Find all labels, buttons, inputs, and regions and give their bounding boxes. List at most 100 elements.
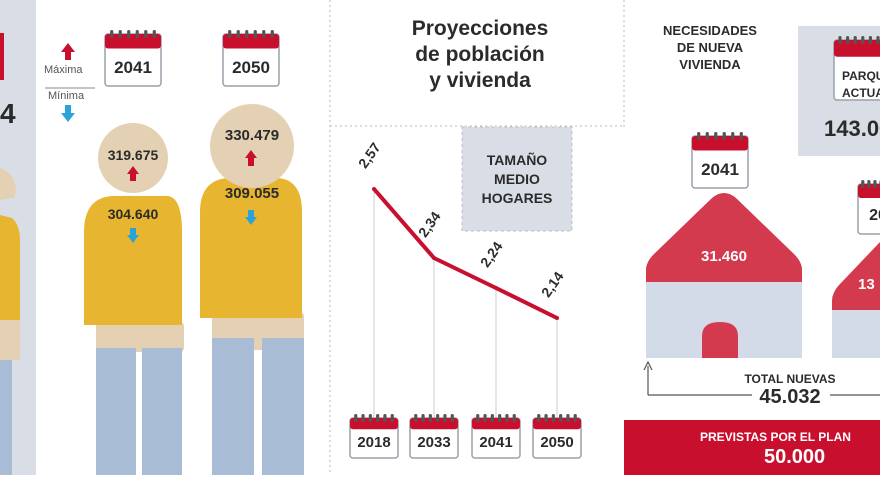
total-label: TOTAL NUEVAS — [744, 372, 836, 386]
calendar-header — [834, 40, 880, 57]
calendar-ring — [383, 414, 387, 422]
left-leg — [96, 348, 136, 475]
calendar-ring — [498, 414, 502, 422]
calendar-ring — [846, 36, 850, 44]
calendar-ring — [421, 414, 425, 422]
calendar-ring — [236, 30, 240, 38]
calendar-ring — [861, 36, 865, 44]
calendar-ring — [118, 30, 122, 38]
calendar-ring — [270, 30, 274, 38]
calendar-ring — [861, 180, 865, 188]
chart-tick-2041 — [471, 414, 521, 459]
calendar-ring — [144, 30, 148, 38]
calendar-ring — [722, 132, 726, 140]
housing-heading-line-1: NECESIDADES — [663, 23, 757, 38]
arrow-down-icon — [245, 210, 257, 225]
calendar-ring — [838, 36, 842, 44]
house-2041-value: 31.460 — [701, 248, 747, 265]
house-2041 — [646, 193, 802, 358]
calendar-ring — [573, 414, 577, 422]
housing-heading-line-2: DE NUEVA — [676, 40, 744, 55]
population-min-2041: 304.640 — [107, 206, 159, 222]
calendar-ring — [354, 414, 358, 422]
calendar-ring — [110, 30, 114, 38]
calendar-ring — [566, 414, 570, 422]
house-2050 — [832, 242, 880, 358]
calendar-2041-housing-label: 2041 — [701, 159, 739, 179]
calendar-header — [223, 34, 279, 49]
head — [210, 104, 294, 188]
title-line-2: de población — [415, 43, 545, 66]
plan-value: 50.000 — [764, 446, 826, 468]
house-roof — [832, 242, 880, 310]
calendar-ring — [512, 414, 516, 422]
housing-heading: NECESIDADES DE NUEVA VIVIENDA — [640, 22, 780, 73]
page-title: Proyecciones de población y vivienda — [370, 16, 590, 94]
legend-min-label: Mínima — [48, 90, 85, 102]
house-roof — [646, 193, 802, 282]
calendar-header — [692, 136, 748, 151]
calendar-ring — [483, 414, 487, 422]
household-label-line-2: MEDIO — [494, 171, 540, 187]
calendar-ring — [376, 414, 380, 422]
calendar-ring — [361, 414, 365, 422]
calendar-ring — [443, 414, 447, 422]
calendar-ring — [873, 180, 877, 188]
chart-tick-2018-label: 2018 — [357, 434, 391, 452]
partial-hand — [0, 320, 20, 360]
population-min-2050: 309.055 — [224, 185, 280, 202]
calendar-ring — [705, 132, 709, 140]
chart-tick-2033-label: 2033 — [417, 434, 451, 452]
arrow-up-icon — [245, 150, 257, 166]
calendar-ring — [368, 414, 372, 422]
parque-value: 143.00 — [824, 116, 880, 141]
chart-tick-2041-label: 2041 — [479, 434, 513, 452]
calendar-ring — [436, 414, 440, 422]
calendar-ring — [414, 414, 418, 422]
calendar-ring — [544, 414, 548, 422]
chart-tick-2050-label: 2050 — [540, 434, 574, 452]
title-line-1: Proyecciones — [411, 17, 549, 40]
population-max-2050: 330.479 — [224, 127, 280, 144]
chart-tick-2033 — [409, 414, 459, 459]
calendar-header — [105, 34, 161, 49]
house-2050-value: 13 — [858, 276, 875, 293]
housing-heading-line-3: VIVIENDA — [679, 57, 741, 72]
calendar-2041-population-label: 2041 — [114, 57, 152, 77]
calendar-ring — [559, 414, 563, 422]
chart-series-line — [372, 187, 558, 320]
calendar-2050-population-label: 2050 — [232, 57, 270, 77]
parque-label-line-1: PARQU — [842, 69, 880, 83]
partial-leg — [0, 360, 12, 475]
calendar-ring — [228, 30, 232, 38]
household-label-line-1: TAMAÑO — [486, 152, 548, 168]
person-figure-2041 — [84, 123, 184, 475]
household-label-line-3: HOGARES — [481, 190, 553, 206]
calendar-ring — [262, 30, 266, 38]
calendar-ring — [739, 132, 743, 140]
chart-point — [555, 316, 559, 320]
calendar-ring — [868, 36, 872, 44]
chart-tick-2018 — [349, 414, 399, 459]
calendar-ring — [476, 414, 480, 422]
arrow-down-icon — [61, 105, 75, 122]
parque-label-line-2: ACTUA — [842, 86, 880, 100]
calendar-ring — [135, 30, 139, 38]
right-leg — [142, 348, 182, 475]
bracket-arrow — [643, 360, 653, 395]
calendar-ring — [697, 132, 701, 140]
calendar-ring — [253, 30, 257, 38]
calendar-ring — [853, 36, 857, 44]
arrow-up-icon — [127, 166, 139, 181]
partial-calendar — [0, 33, 4, 80]
chart-tick-2050 — [532, 414, 582, 459]
calendar-2041-housing — [691, 132, 749, 189]
calendar-ring — [867, 180, 871, 188]
legend-max-label: Máxima — [44, 64, 83, 76]
arrow-down-icon — [127, 228, 139, 243]
hands — [96, 322, 184, 352]
calendar-ring — [490, 414, 494, 422]
chart-point — [372, 187, 376, 191]
calendar-ring — [505, 414, 509, 422]
